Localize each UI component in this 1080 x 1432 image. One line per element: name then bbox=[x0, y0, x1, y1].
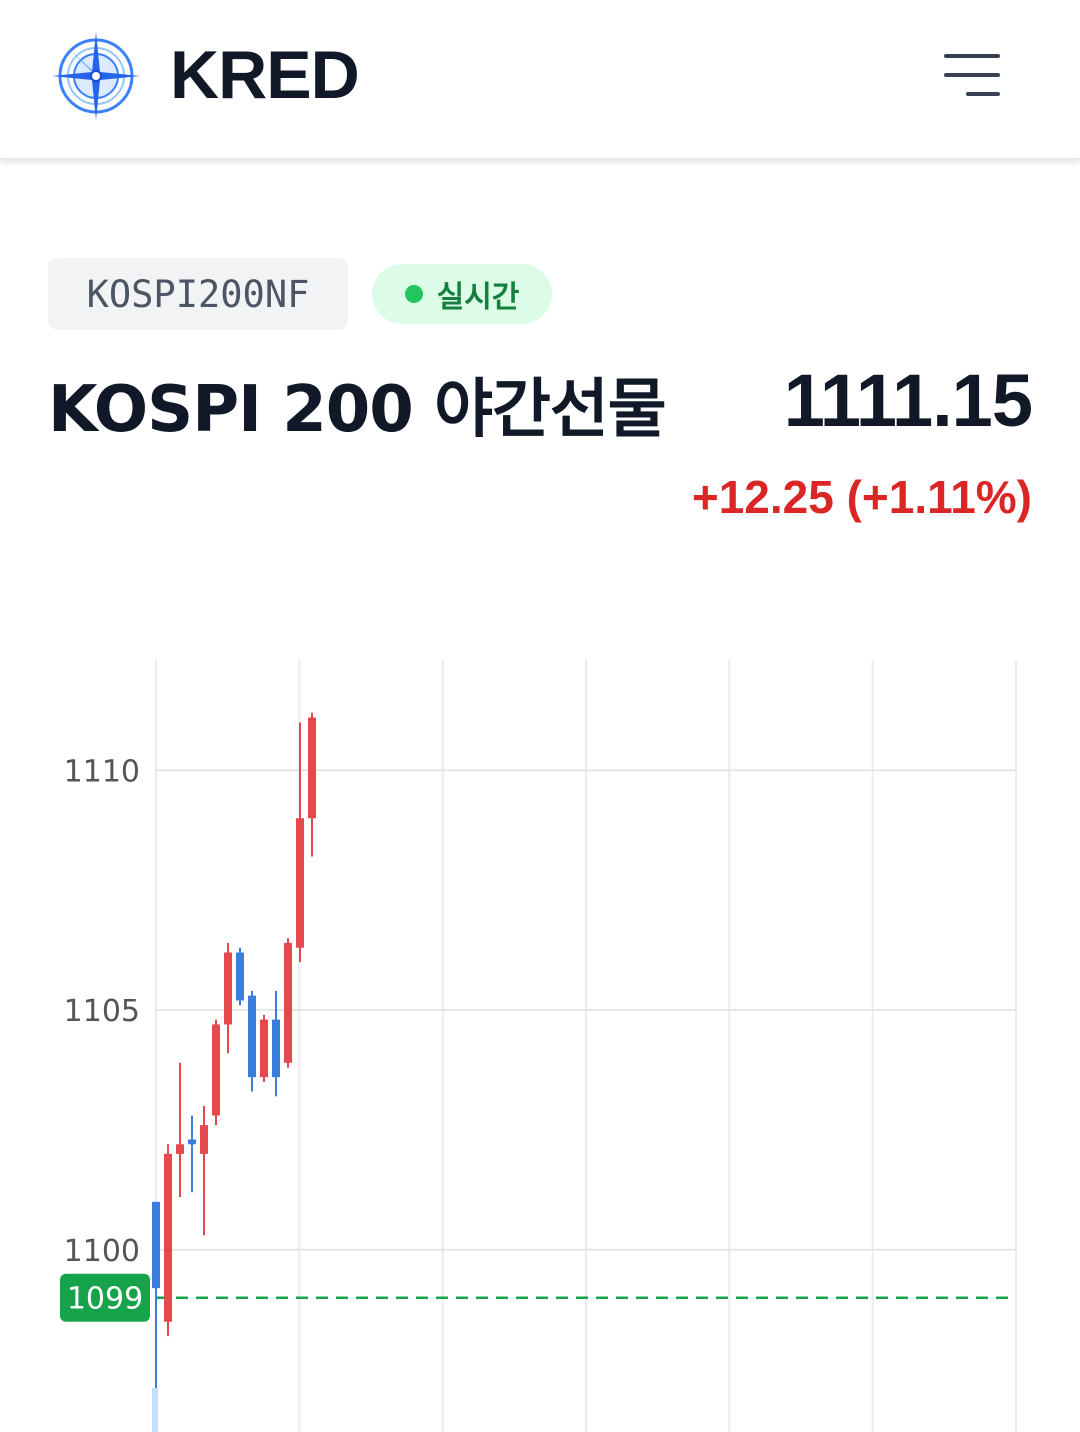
candle-body bbox=[212, 1024, 220, 1116]
candle-body bbox=[188, 1139, 196, 1145]
candle-body bbox=[236, 952, 244, 1001]
brand-name[interactable]: KRED bbox=[170, 37, 360, 113]
y-tick-label: 1100 bbox=[64, 1234, 140, 1269]
candle-body bbox=[152, 1201, 160, 1289]
current-price: 1111.15 bbox=[783, 359, 1033, 442]
app-header: KRED bbox=[0, 0, 1080, 159]
price-change: +12.25 (+1.11%) bbox=[691, 471, 1032, 523]
candle-body bbox=[260, 1019, 268, 1078]
hamburger-menu-icon[interactable] bbox=[938, 48, 1004, 102]
reference-price-label: 1099 bbox=[67, 1282, 143, 1317]
candle-body bbox=[272, 1019, 280, 1078]
price-chart[interactable]: 1100 1105 1110 1099 bbox=[0, 640, 1080, 1432]
instrument-name: KOSPI 200 야간선물 bbox=[48, 373, 667, 447]
compass-rose-icon[interactable] bbox=[50, 30, 142, 122]
candle-body bbox=[284, 942, 292, 1063]
candle-body bbox=[176, 1144, 184, 1154]
ticker-chip: KOSPI200NF bbox=[48, 258, 348, 330]
live-status-badge: 실시간 bbox=[372, 264, 552, 324]
volume-bar bbox=[152, 1388, 158, 1432]
candle-body bbox=[164, 1153, 172, 1322]
live-status-label: 실시간 bbox=[436, 280, 520, 315]
y-tick-label: 1105 bbox=[64, 994, 140, 1029]
candle-body bbox=[296, 818, 304, 948]
candle-body bbox=[224, 952, 232, 1025]
candle-body bbox=[308, 717, 316, 819]
candle-body bbox=[248, 995, 256, 1078]
live-dot-icon bbox=[404, 285, 423, 303]
candle-body bbox=[200, 1125, 208, 1154]
y-tick-label: 1110 bbox=[64, 754, 140, 789]
reference-price-tag bbox=[60, 1273, 150, 1322]
